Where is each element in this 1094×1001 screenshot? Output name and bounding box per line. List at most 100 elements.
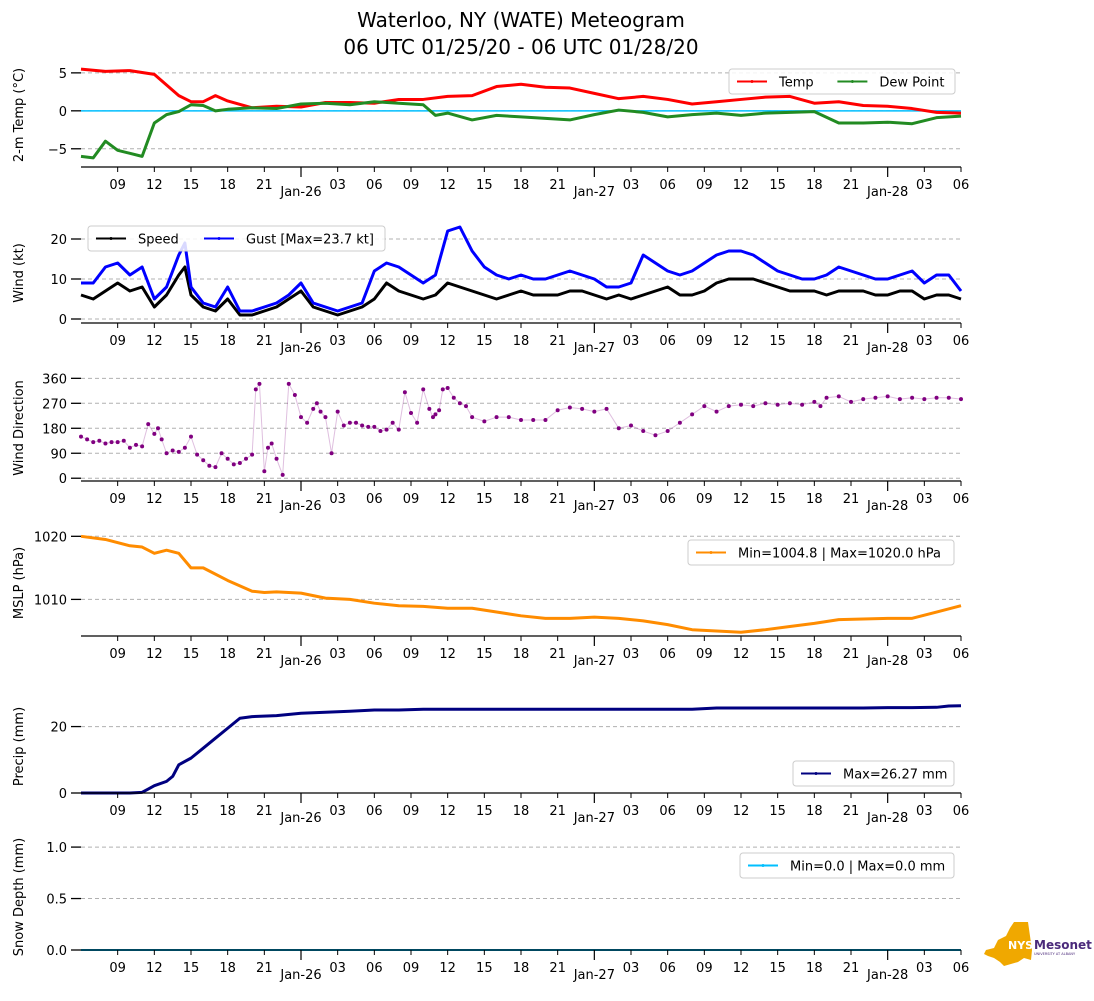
legend-snow: Min=0.0 | Max=0.0 mm — [739, 852, 955, 879]
data-point — [641, 429, 646, 434]
data-point — [396, 427, 401, 432]
x-day-label: Jan-28 — [866, 654, 908, 669]
data-point — [739, 402, 743, 407]
data-point — [366, 424, 371, 429]
x-tick-label: 18 — [513, 492, 530, 507]
legend-box — [792, 760, 955, 787]
data-point — [85, 437, 90, 442]
legend-label: Temp — [778, 76, 814, 91]
x-tick-label: 15 — [769, 492, 786, 507]
y-tick-label: 0.0 — [46, 944, 67, 959]
x-tick-label: 09 — [696, 647, 713, 662]
legend-label: Dew Point — [879, 76, 944, 91]
x-tick-label: 12 — [146, 804, 163, 819]
data-point — [103, 441, 108, 446]
x-tick-label: 15 — [769, 178, 786, 193]
x-day-label: Jan-27 — [573, 968, 615, 983]
data-point — [580, 406, 585, 411]
data-point — [159, 437, 164, 442]
data-point — [910, 395, 915, 400]
x-tick-label: 18 — [219, 804, 236, 819]
y-tick-label: 90 — [50, 447, 67, 462]
x-day-label: Jan-26 — [279, 499, 321, 514]
x-tick-label: 18 — [806, 178, 823, 193]
x-day-label: Jan-28 — [866, 968, 908, 983]
legend-box — [687, 539, 955, 566]
data-point — [415, 420, 420, 425]
x-tick-label: 03 — [329, 961, 346, 976]
logo-mesonet-text: Mesonet — [1034, 938, 1092, 952]
x-tick-label: 09 — [403, 492, 420, 507]
data-point — [714, 409, 719, 414]
x-tick-label: 21 — [256, 334, 273, 349]
x-tick-label: 09 — [403, 334, 420, 349]
data-point — [824, 395, 829, 400]
legend-marker — [761, 864, 765, 867]
y-axis-label: Precip (mm) — [12, 707, 27, 786]
x-tick-label: 06 — [953, 961, 970, 976]
y-tick-label: 270 — [42, 397, 67, 412]
x-tick-label: 09 — [696, 492, 713, 507]
x-tick-label: 18 — [806, 804, 823, 819]
x-tick-label: 03 — [623, 961, 640, 976]
x-tick-label: 12 — [439, 492, 456, 507]
data-point — [787, 401, 792, 406]
data-point — [269, 441, 274, 446]
x-tick-label: 15 — [769, 334, 786, 349]
x-tick-label: 15 — [476, 647, 493, 662]
data-point — [470, 415, 475, 420]
x-tick-label: 06 — [953, 334, 970, 349]
data-point — [360, 423, 365, 428]
x-tick-label: 06 — [366, 647, 383, 662]
x-tick-label: 03 — [623, 804, 640, 819]
x-tick-label: 15 — [769, 647, 786, 662]
x-tick-label: 18 — [219, 334, 236, 349]
x-tick-label: 12 — [146, 492, 163, 507]
data-point — [378, 429, 383, 434]
data-point — [97, 438, 102, 443]
x-tick-label: 15 — [183, 804, 200, 819]
data-point — [445, 386, 450, 391]
x-day-label: Jan-28 — [866, 185, 908, 200]
panel-precip: 0 20 Precip (mm) 09 12 15 18 21 03 06 09 12 15 18 21 03… — [12, 704, 969, 826]
x-tick-label: 06 — [659, 178, 676, 193]
legend-temp: Temp Dew Point — [728, 68, 956, 95]
nys-state-shape-icon — [984, 922, 1032, 966]
data-point — [314, 401, 319, 406]
x-day-label: Jan-26 — [279, 341, 321, 356]
data-point — [170, 448, 175, 453]
x-day-label: Jan-27 — [573, 811, 615, 826]
x-tick-label: 03 — [916, 961, 933, 976]
data-point — [250, 452, 255, 457]
x-tick-label: 03 — [623, 178, 640, 193]
data-point — [372, 424, 377, 429]
data-point — [213, 465, 218, 470]
x-tick-label: 21 — [549, 961, 566, 976]
y-tick-label: 0.5 — [46, 893, 67, 908]
data-point — [91, 440, 96, 445]
data-point — [567, 405, 572, 410]
x-tick-label: 09 — [696, 178, 713, 193]
data-point — [437, 408, 442, 413]
y-axis-label: Snow Depth (mm) — [12, 838, 27, 956]
x-tick-label: 15 — [183, 961, 200, 976]
data-point — [922, 397, 927, 402]
x-tick-label: 06 — [953, 178, 970, 193]
x-tick-label: 18 — [219, 647, 236, 662]
data-point — [818, 404, 823, 409]
x-tick-label: 09 — [109, 647, 126, 662]
x-tick-label: 21 — [256, 804, 273, 819]
data-point — [274, 456, 279, 461]
data-point — [134, 442, 138, 447]
data-point — [616, 426, 621, 431]
x-tick-label: 18 — [219, 492, 236, 507]
data-point — [653, 433, 658, 438]
data-point — [506, 415, 511, 420]
data-point — [433, 412, 438, 417]
x-tick-label: 03 — [916, 334, 933, 349]
data-point — [402, 390, 407, 395]
data-point — [482, 419, 487, 424]
x-tick-label: 06 — [659, 804, 676, 819]
x-day-label: Jan-28 — [866, 341, 908, 356]
